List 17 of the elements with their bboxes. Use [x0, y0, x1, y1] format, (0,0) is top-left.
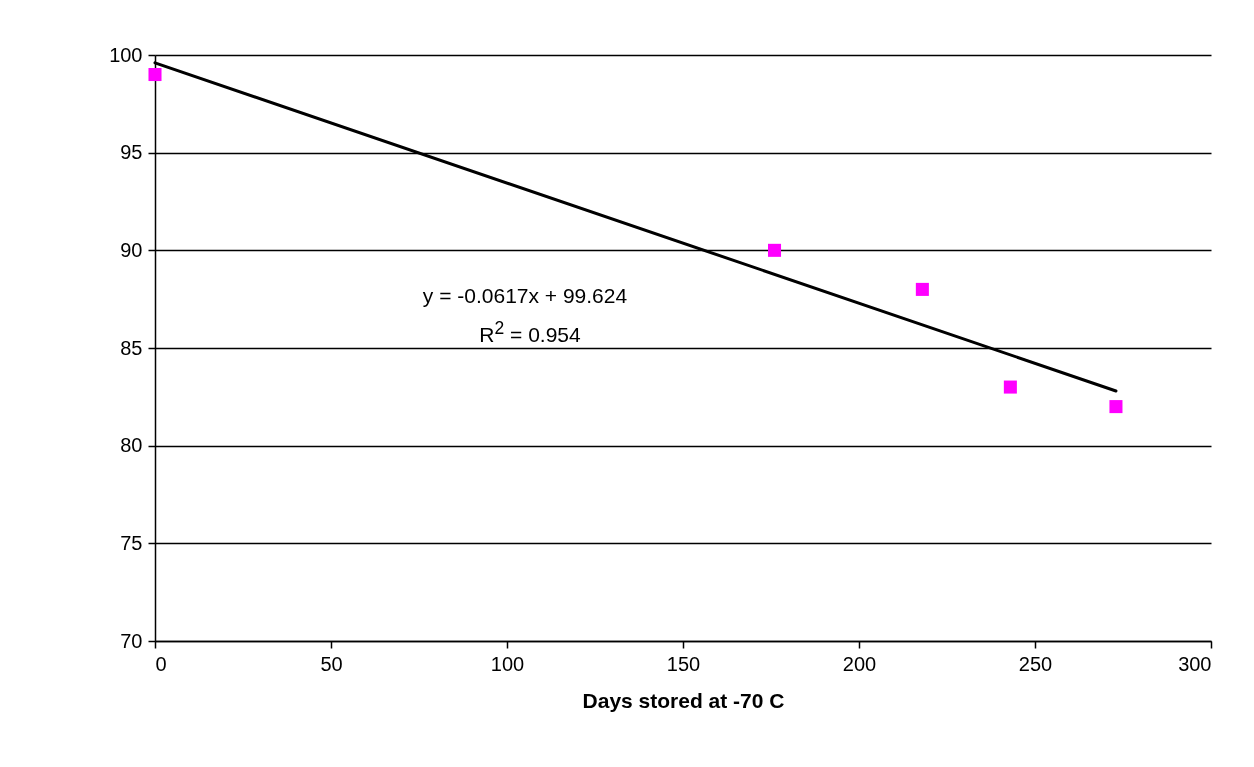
x-tick-label: 200	[842, 652, 877, 675]
x-tick-label: 100	[490, 652, 525, 675]
y-tick-label: 80	[120, 434, 143, 457]
x-tick-label: 150	[666, 652, 701, 675]
y-tick-label: 90	[120, 238, 143, 261]
x-tick-label: 250	[1018, 652, 1053, 675]
x-axis-title: Days stored at -70 C	[582, 688, 785, 712]
annotation: y = -0.0617x + 99.624	[422, 284, 628, 308]
y-tick-label: 75	[120, 531, 143, 554]
y-tick-label: 100	[109, 43, 143, 66]
y-tick-label: 70	[120, 629, 143, 652]
annotation: R$^{2}$ = 0.954	[479, 318, 581, 347]
x-tick-label: 50	[320, 652, 343, 675]
x-tick-label: 0	[155, 652, 167, 675]
y-tick-label: 95	[120, 141, 143, 164]
y-tick-label: 85	[120, 336, 143, 359]
x-tick-label: 300	[1178, 652, 1212, 675]
